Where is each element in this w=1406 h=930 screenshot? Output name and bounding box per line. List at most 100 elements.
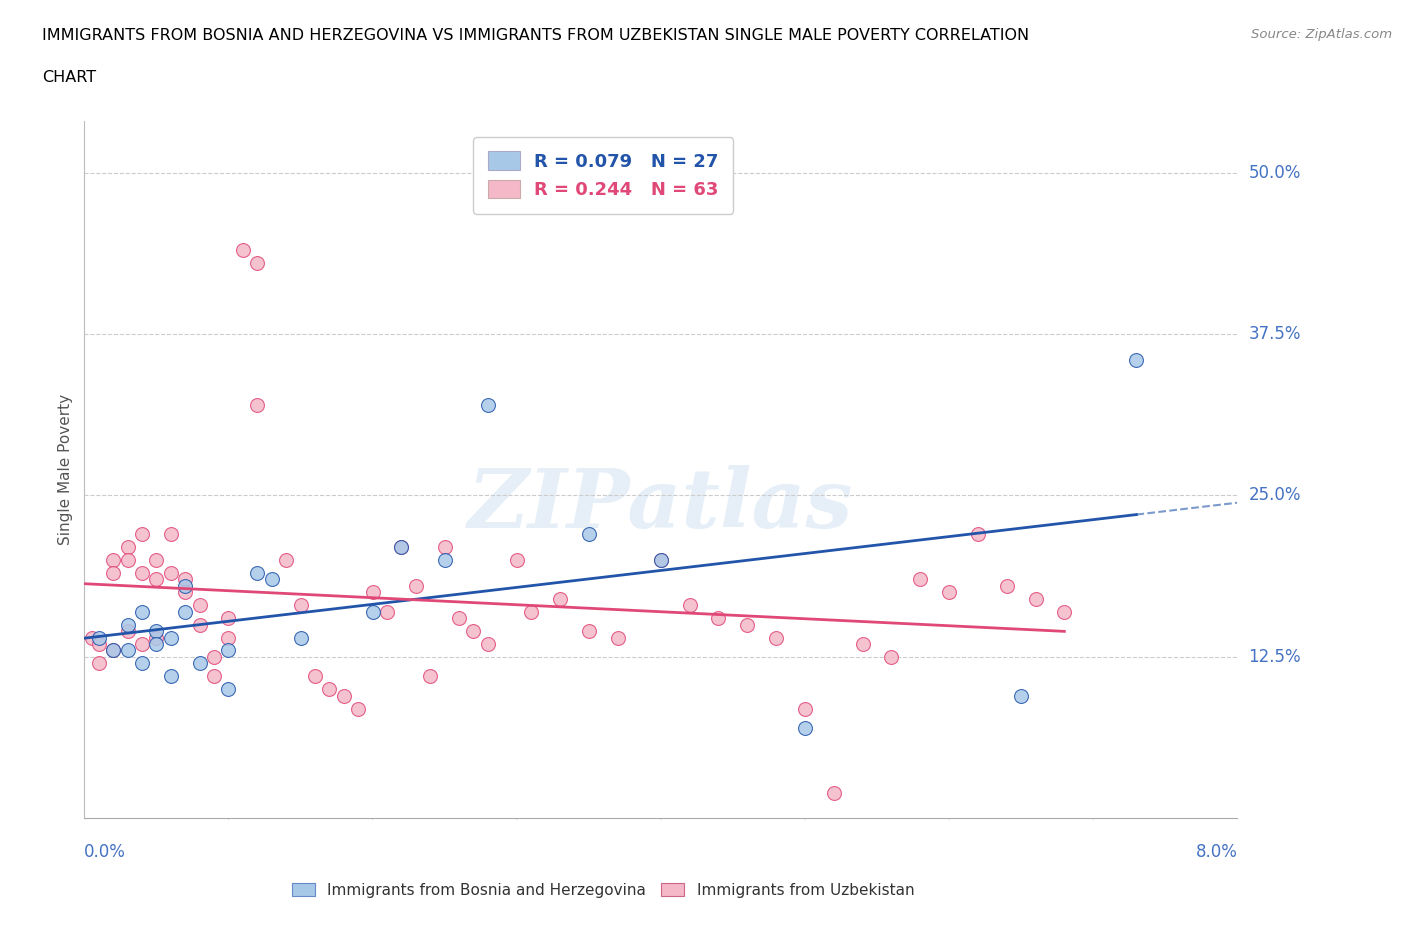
Point	[794, 721, 817, 736]
Point	[548, 591, 571, 606]
Point	[419, 669, 441, 684]
Point	[103, 643, 124, 658]
Point	[880, 649, 903, 664]
Point	[967, 526, 990, 541]
Point	[117, 624, 139, 639]
Point	[449, 611, 471, 626]
Point	[679, 598, 702, 613]
Point	[361, 604, 384, 619]
Point	[103, 565, 124, 580]
Text: 8.0%: 8.0%	[1195, 844, 1237, 861]
Point	[823, 785, 845, 800]
Point	[145, 631, 167, 645]
Point	[852, 637, 875, 652]
Point	[131, 526, 153, 541]
Point	[606, 631, 628, 645]
Point	[375, 604, 398, 619]
Point	[218, 611, 240, 626]
Point	[463, 624, 485, 639]
Text: CHART: CHART	[42, 70, 96, 85]
Point	[347, 701, 370, 716]
Point	[202, 649, 225, 664]
Point	[765, 631, 787, 645]
Point	[117, 643, 139, 658]
Point	[87, 656, 110, 671]
Point	[391, 539, 413, 554]
Text: 37.5%: 37.5%	[1249, 325, 1301, 343]
Point	[145, 637, 167, 652]
Legend: Immigrants from Bosnia and Herzegovina, Immigrants from Uzbekistan: Immigrants from Bosnia and Herzegovina, …	[284, 875, 922, 905]
Point	[117, 539, 139, 554]
Point	[650, 552, 672, 567]
Point	[218, 682, 240, 697]
Text: IMMIGRANTS FROM BOSNIA AND HERZEGOVINA VS IMMIGRANTS FROM UZBEKISTAN SINGLE MALE: IMMIGRANTS FROM BOSNIA AND HERZEGOVINA V…	[42, 28, 1029, 43]
Point	[131, 637, 153, 652]
Point	[910, 572, 932, 587]
Point	[650, 552, 672, 567]
Point	[188, 618, 211, 632]
Point	[433, 552, 456, 567]
Point	[160, 526, 183, 541]
Point	[188, 598, 211, 613]
Point	[174, 585, 197, 600]
Text: 25.0%: 25.0%	[1249, 486, 1301, 504]
Point	[477, 398, 499, 413]
Point	[276, 552, 298, 567]
Point	[117, 618, 139, 632]
Text: 50.0%: 50.0%	[1249, 164, 1301, 181]
Y-axis label: Single Male Poverty: Single Male Poverty	[58, 394, 73, 545]
Text: Source: ZipAtlas.com: Source: ZipAtlas.com	[1251, 28, 1392, 41]
Point	[794, 701, 817, 716]
Point	[131, 604, 153, 619]
Point	[131, 565, 153, 580]
Point	[131, 656, 153, 671]
Point	[304, 669, 326, 684]
Point	[160, 565, 183, 580]
Text: 0.0%: 0.0%	[84, 844, 127, 861]
Point	[103, 552, 124, 567]
Point	[246, 565, 269, 580]
Point	[938, 585, 960, 600]
Point	[1010, 688, 1032, 703]
Point	[218, 643, 240, 658]
Point	[318, 682, 340, 697]
Point	[87, 631, 110, 645]
Point	[103, 643, 124, 658]
Point	[218, 631, 240, 645]
Point	[391, 539, 413, 554]
Point	[333, 688, 356, 703]
Point	[506, 552, 529, 567]
Point	[160, 631, 183, 645]
Point	[520, 604, 543, 619]
Point	[737, 618, 759, 632]
Text: 12.5%: 12.5%	[1249, 648, 1301, 666]
Text: ZIPatlas: ZIPatlas	[468, 464, 853, 545]
Point	[145, 572, 167, 587]
Point	[145, 552, 167, 567]
Point	[995, 578, 1018, 593]
Point	[1125, 352, 1147, 367]
Point	[433, 539, 456, 554]
Point	[174, 578, 197, 593]
Point	[1025, 591, 1047, 606]
Point	[246, 398, 269, 413]
Point	[202, 669, 225, 684]
Point	[578, 624, 600, 639]
Point	[707, 611, 730, 626]
Point	[87, 637, 110, 652]
Point	[188, 656, 211, 671]
Point	[477, 637, 499, 652]
Point	[290, 631, 312, 645]
Point	[246, 256, 269, 271]
Point	[80, 631, 103, 645]
Point	[145, 624, 167, 639]
Point	[290, 598, 312, 613]
Point	[405, 578, 427, 593]
Point	[232, 243, 254, 258]
Point	[174, 604, 197, 619]
Point	[578, 526, 600, 541]
Point	[160, 669, 183, 684]
Point	[260, 572, 283, 587]
Point	[361, 585, 384, 600]
Point	[1053, 604, 1076, 619]
